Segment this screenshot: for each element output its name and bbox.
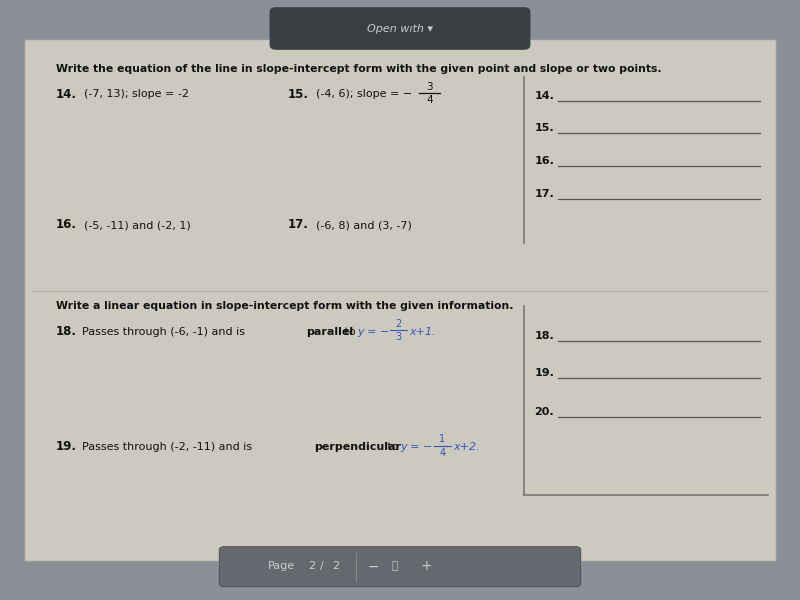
Text: to: to [384,442,402,452]
Text: 16.: 16. [56,218,77,232]
Text: Page: Page [268,562,295,571]
Text: 18.: 18. [534,331,554,341]
Text: 16.: 16. [534,156,554,166]
Text: Passes through (-6, -1) and is: Passes through (-6, -1) and is [82,327,249,337]
Text: Passes through (-2, -11) and is: Passes through (-2, -11) and is [82,442,256,452]
Text: 4: 4 [426,95,433,105]
Text: to: to [341,327,359,337]
Text: 15.: 15. [534,124,554,133]
Text: Write a linear equation in slope-intercept form with the given information.: Write a linear equation in slope-interce… [56,301,514,311]
Text: (-5, -11) and (-2, 1): (-5, -11) and (-2, 1) [84,220,190,230]
FancyBboxPatch shape [219,547,581,587]
Text: (-7, 13); slope = -2: (-7, 13); slope = -2 [84,89,189,99]
Text: parallel: parallel [306,327,354,337]
Text: +: + [420,559,432,574]
Text: y = −: y = − [400,442,432,452]
Text: 17.: 17. [288,218,309,232]
Text: /: / [320,562,324,571]
Text: y = −: y = − [358,327,390,337]
FancyBboxPatch shape [24,39,776,561]
Text: 2: 2 [332,562,339,571]
Text: 3: 3 [395,332,402,342]
Text: 4: 4 [439,448,446,458]
Text: 18.: 18. [56,325,77,338]
Text: 19.: 19. [56,440,77,454]
Text: perpendicular: perpendicular [314,442,402,452]
FancyBboxPatch shape [270,7,530,50]
Text: 20.: 20. [534,407,554,417]
Text: x+1.: x+1. [409,327,435,337]
Text: 14.: 14. [56,88,77,101]
Text: 15.: 15. [288,88,309,101]
Text: (-6, 8) and (3, -7): (-6, 8) and (3, -7) [316,220,412,230]
Text: 2: 2 [308,562,315,571]
Text: 3: 3 [426,82,433,92]
Text: −: − [368,559,380,574]
Text: (-4, 6); slope = −: (-4, 6); slope = − [316,89,412,99]
Text: 19.: 19. [534,368,554,378]
Text: Write the equation of the line in slope-intercept form with the given point and : Write the equation of the line in slope-… [56,64,662,74]
Text: Open wıth ▾: Open wıth ▾ [367,24,433,34]
Text: 1: 1 [439,434,446,444]
Text: 2: 2 [395,319,402,329]
Text: 🔍: 🔍 [392,562,398,571]
Text: 14.: 14. [534,91,554,101]
Text: x+2.: x+2. [453,442,479,452]
Text: 17.: 17. [534,190,554,199]
